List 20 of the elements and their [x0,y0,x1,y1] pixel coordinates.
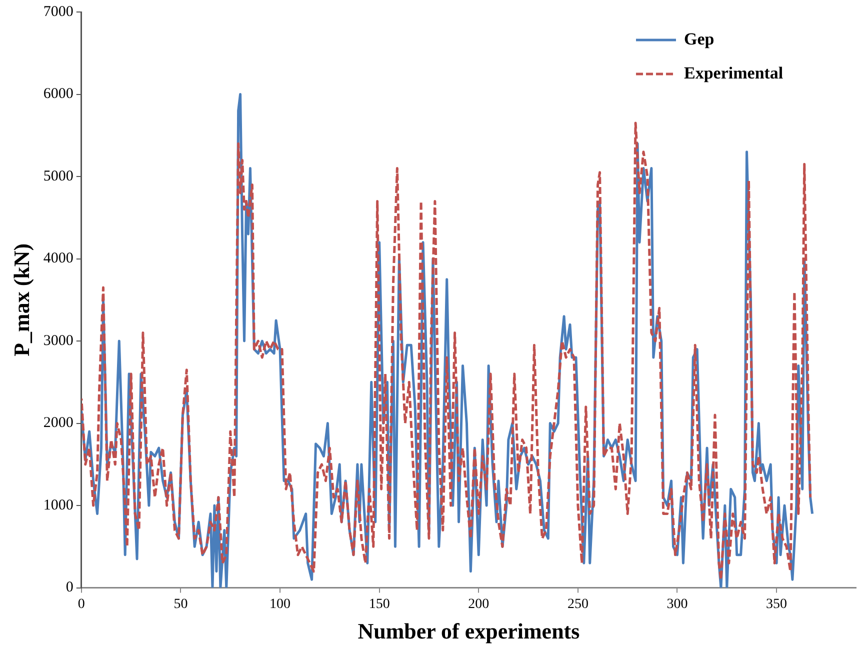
x-tick-label: 0 [78,596,85,612]
y-tick-label: 2000 [43,415,74,432]
y-tick-label: 6000 [43,86,74,102]
y-tick-label: 3000 [43,332,74,349]
y-tick-label: 7000 [43,4,74,20]
x-axis-title: Number of experiments [358,618,580,644]
x-tick-label: 250 [567,596,588,612]
legend-label: Gep [684,29,714,48]
legend-label: Experimental [684,63,784,82]
y-tick-label: 1000 [43,497,74,514]
x-tick-label: 300 [666,596,688,612]
x-tick-label: 100 [270,596,291,612]
y-tick-label: 4000 [43,250,74,267]
x-tick-label: 150 [368,596,390,612]
y-axis-title: P_max (kN) [8,243,34,356]
x-tick-label: 200 [468,596,490,612]
x-tick-label: 50 [174,596,188,612]
y-tick-label: 5000 [43,168,74,184]
x-tick-label: 350 [766,596,788,612]
y-tick-label: 0 [66,580,74,596]
